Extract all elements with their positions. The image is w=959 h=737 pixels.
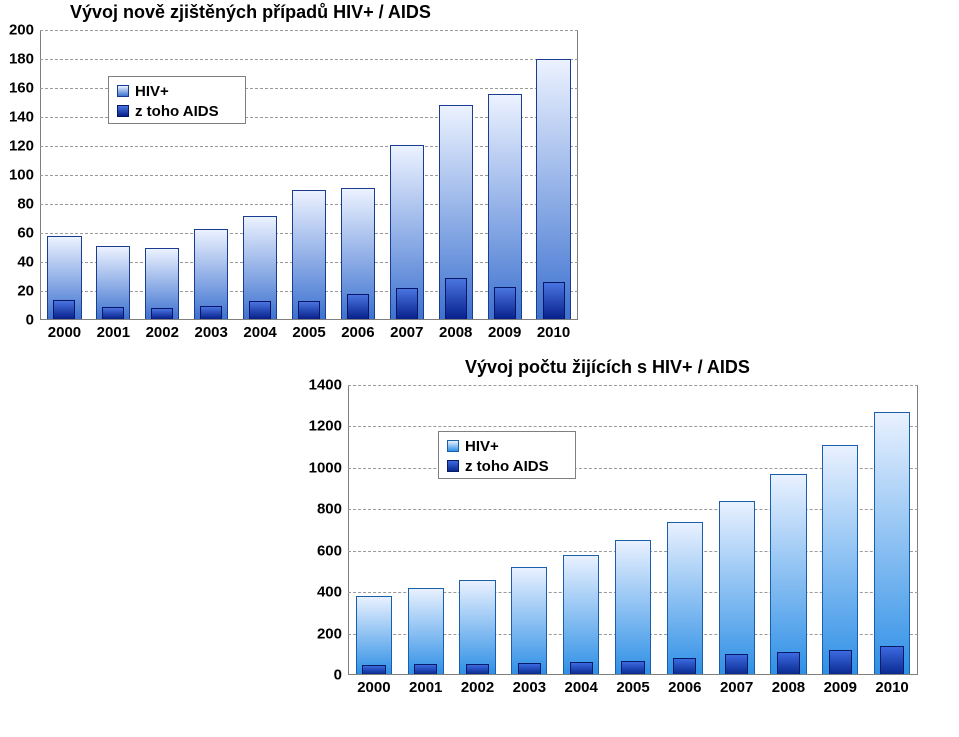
y-tick-label: 180 [9, 51, 40, 68]
x-axis-line [40, 319, 578, 320]
plot-right-border [917, 385, 918, 675]
x-tick-label: 2000 [48, 320, 81, 341]
legend-label: z toho AIDS [465, 458, 549, 475]
y-tick-label: 80 [17, 196, 40, 213]
bar-aids [396, 288, 418, 320]
x-tick-label: 2005 [292, 320, 325, 341]
bar-aids [445, 278, 467, 320]
x-tick-label: 2006 [668, 675, 701, 696]
bar-hiv [536, 59, 570, 320]
chart-people-living: Vývoj počtu žijících s HIV+ / AIDS 02004… [290, 355, 950, 725]
legend-item: HIV+ [117, 81, 237, 101]
bar-hiv [719, 501, 755, 675]
x-tick-label: 2006 [341, 320, 374, 341]
gridline [40, 30, 578, 31]
bar-hiv [770, 474, 806, 675]
bar-aids [621, 661, 644, 676]
y-tick-label: 40 [17, 254, 40, 271]
page: Vývoj nově zjištěných případů HIV+ / AID… [0, 0, 959, 737]
x-tick-label: 2009 [488, 320, 521, 341]
x-tick-label: 2003 [513, 675, 546, 696]
plot-area: 0204060801001201401601802002000200120022… [40, 30, 578, 320]
x-tick-label: 2005 [616, 675, 649, 696]
x-tick-label: 2004 [564, 675, 597, 696]
bar-aids [829, 650, 852, 675]
chart-new-cases: Vývoj nově zjištěných případů HIV+ / AID… [0, 0, 600, 360]
x-tick-label: 2008 [439, 320, 472, 341]
y-tick-label: 800 [317, 501, 348, 518]
bar-aids [347, 294, 369, 320]
x-tick-label: 2010 [537, 320, 570, 341]
legend-label: HIV+ [135, 83, 169, 100]
y-tick-label: 20 [17, 283, 40, 300]
bar-aids [725, 654, 748, 675]
legend-swatch [117, 85, 129, 97]
x-tick-label: 2007 [720, 675, 753, 696]
bar-aids [777, 652, 800, 675]
x-tick-label: 2009 [824, 675, 857, 696]
bar-aids [570, 662, 593, 675]
y-tick-label: 0 [334, 667, 348, 684]
x-tick-label: 2008 [772, 675, 805, 696]
legend-label: z toho AIDS [135, 103, 219, 120]
legend-item: z toho AIDS [447, 456, 567, 476]
gridline [348, 385, 918, 386]
x-tick-label: 2010 [875, 675, 908, 696]
bar-hiv [874, 412, 910, 675]
y-tick-label: 1200 [309, 418, 348, 435]
bar-hiv [563, 555, 599, 675]
y-tick-label: 100 [9, 167, 40, 184]
y-axis-line [348, 385, 349, 675]
legend-swatch [447, 440, 459, 452]
y-tick-label: 200 [317, 625, 348, 642]
x-tick-label: 2007 [390, 320, 423, 341]
chart-title: Vývoj nově zjištěných případů HIV+ / AID… [70, 2, 431, 23]
y-tick-label: 400 [317, 584, 348, 601]
legend-item: z toho AIDS [117, 101, 237, 121]
bar-hiv [822, 445, 858, 675]
x-tick-label: 2000 [357, 675, 390, 696]
legend-item: HIV+ [447, 436, 567, 456]
y-tick-label: 200 [9, 22, 40, 39]
y-tick-label: 1400 [309, 377, 348, 394]
y-tick-label: 140 [9, 109, 40, 126]
bar-aids [543, 282, 565, 320]
bar-aids [53, 300, 75, 320]
bar-hiv [459, 580, 495, 675]
y-tick-label: 160 [9, 80, 40, 97]
gridline [348, 426, 918, 427]
bar-hiv [408, 588, 444, 675]
x-tick-label: 2004 [243, 320, 276, 341]
bar-hiv [511, 567, 547, 675]
bar-aids [494, 287, 516, 320]
bar-aids [249, 301, 271, 320]
x-tick-label: 2002 [461, 675, 494, 696]
x-axis-line [348, 674, 918, 675]
x-tick-label: 2002 [146, 320, 179, 341]
legend-swatch [117, 105, 129, 117]
x-tick-label: 2001 [97, 320, 130, 341]
y-tick-label: 60 [17, 225, 40, 242]
bar-aids [673, 658, 696, 675]
x-tick-label: 2001 [409, 675, 442, 696]
x-tick-label: 2003 [194, 320, 227, 341]
y-tick-label: 0 [26, 312, 40, 329]
y-tick-label: 1000 [309, 459, 348, 476]
legend-label: HIV+ [465, 438, 499, 455]
legend: HIV+ z toho AIDS [438, 431, 576, 479]
chart-title: Vývoj počtu žijících s HIV+ / AIDS [465, 357, 750, 378]
legend-swatch [447, 460, 459, 472]
gridline [40, 59, 578, 60]
legend: HIV+ z toho AIDS [108, 76, 246, 124]
plot-area: 0200400600800100012001400200020012002200… [348, 385, 918, 675]
y-tick-label: 600 [317, 542, 348, 559]
y-tick-label: 120 [9, 138, 40, 155]
bar-aids [880, 646, 903, 675]
bar-aids [200, 306, 222, 321]
bar-hiv [356, 596, 392, 675]
bar-hiv [615, 540, 651, 675]
bar-aids [298, 301, 320, 320]
bar-hiv [667, 522, 703, 675]
